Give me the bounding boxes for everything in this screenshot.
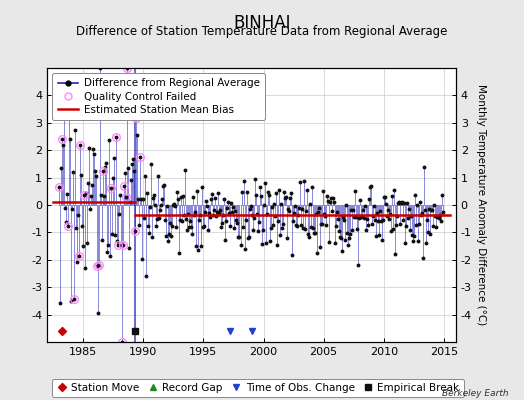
Text: Difference of Station Temperature Data from Regional Average: Difference of Station Temperature Data f…: [77, 25, 447, 38]
Y-axis label: Monthly Temperature Anomaly Difference (°C): Monthly Temperature Anomaly Difference (…: [476, 84, 486, 326]
Text: Berkeley Earth: Berkeley Earth: [442, 389, 508, 398]
Text: BINHAI: BINHAI: [233, 14, 291, 32]
Legend: Station Move, Record Gap, Time of Obs. Change, Empirical Break: Station Move, Record Gap, Time of Obs. C…: [52, 379, 464, 397]
